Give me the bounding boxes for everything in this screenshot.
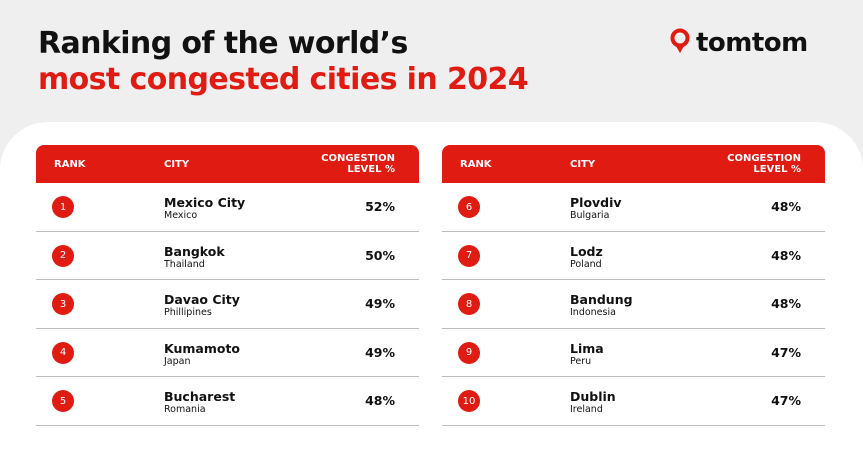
city-name: Plovdiv <box>570 195 622 210</box>
city-name: Bucharest <box>164 389 236 404</box>
tomtom-logo: tomtom <box>670 28 808 58</box>
city-name: Davao City <box>164 292 240 307</box>
congestion-level: 48% <box>771 296 801 311</box>
logo-text: tomtom <box>696 28 808 58</box>
country-name: Mexico <box>164 210 198 221</box>
congestion-level: 48% <box>365 393 395 408</box>
header-rank: RANK <box>54 158 86 170</box>
header-congestion-level: CONGESTION LEVEL % <box>321 145 395 183</box>
ranking-table-right: RANK CITY CONGESTION LEVEL % 6 Plovdiv B… <box>442 145 825 426</box>
header-level-line-1: CONGESTION <box>321 153 395 164</box>
city-name: Dublin <box>570 389 616 404</box>
congestion-level: 48% <box>771 199 801 214</box>
country-name: Indonesia <box>570 307 616 318</box>
table-row: 7 Lodz Poland 48% <box>442 232 825 280</box>
congestion-level: 47% <box>771 344 801 360</box>
country-name: Phillipines <box>164 307 212 318</box>
city-name: Bandung <box>570 292 633 307</box>
city-name: Mexico City <box>164 195 246 210</box>
congestion-level: 52% <box>365 199 395 214</box>
city-name: Bangkok <box>164 243 225 259</box>
country-name: Poland <box>570 258 602 270</box>
rank-badge: 5 <box>52 390 74 412</box>
title-line-2: most congested cities in 2024 <box>38 62 529 97</box>
rank-badge: 1 <box>52 196 74 218</box>
city-name: Kumamoto <box>164 340 241 356</box>
header-level-line-2: LEVEL % <box>347 164 395 175</box>
congestion-level: 49% <box>365 344 395 360</box>
city-name: Lima <box>570 340 604 356</box>
table-row: 5 Bucharest Romania 48% <box>36 377 419 426</box>
rank-badge: 7 <box>458 244 480 267</box>
table-row: 6 Plovdiv Bulgaria 48% <box>442 183 825 232</box>
table-header: RANK CITY CONGESTION LEVEL % <box>442 145 825 183</box>
header-level-line-1: CONGESTION <box>727 153 801 164</box>
table-row: 10 Dublin Ireland 47% <box>442 377 825 426</box>
rank-badge: 2 <box>52 244 74 267</box>
congestion-level: 47% <box>771 393 801 408</box>
page-title: Ranking of the world’s most congested ci… <box>38 26 529 98</box>
country-name: Ireland <box>570 404 603 415</box>
congestion-level: 50% <box>365 247 395 263</box>
ranking-table-left: RANK CITY CONGESTION LEVEL % 1 Mexico Ci… <box>36 145 419 426</box>
header-congestion-level: CONGESTION LEVEL % <box>727 145 801 183</box>
title-line-1: Ranking of the world’s <box>38 26 408 61</box>
country-name: Japan <box>164 355 191 367</box>
table-row: 8 Bandung Indonesia 48% <box>442 280 825 329</box>
rank-badge: 8 <box>458 293 480 315</box>
city-name: Lodz <box>570 243 603 259</box>
congestion-level: 49% <box>365 296 395 311</box>
rank-badge: 9 <box>458 341 480 364</box>
table-row: 3 Davao City Phillipines 49% <box>36 280 419 329</box>
table-row: 4 Kumamoto Japan 49% <box>36 329 419 377</box>
country-name: Bulgaria <box>570 210 610 221</box>
location-pin-icon <box>670 28 690 53</box>
header-city: CITY <box>570 158 596 170</box>
country-name: Peru <box>570 355 592 367</box>
rank-badge: 10 <box>458 390 480 412</box>
header-rank: RANK <box>460 158 492 170</box>
table-header: RANK CITY CONGESTION LEVEL % <box>36 145 419 183</box>
rank-badge: 6 <box>458 196 480 218</box>
country-name: Romania <box>164 404 206 415</box>
header-city: CITY <box>164 158 190 170</box>
country-name: Thailand <box>164 258 205 270</box>
rank-badge: 4 <box>52 341 74 364</box>
congestion-level: 48% <box>771 247 801 263</box>
rank-badge: 3 <box>52 293 74 315</box>
table-row: 1 Mexico City Mexico 52% <box>36 183 419 232</box>
table-row: 2 Bangkok Thailand 50% <box>36 232 419 280</box>
table-row: 9 Lima Peru 47% <box>442 329 825 377</box>
header-level-line-2: LEVEL % <box>753 164 801 175</box>
